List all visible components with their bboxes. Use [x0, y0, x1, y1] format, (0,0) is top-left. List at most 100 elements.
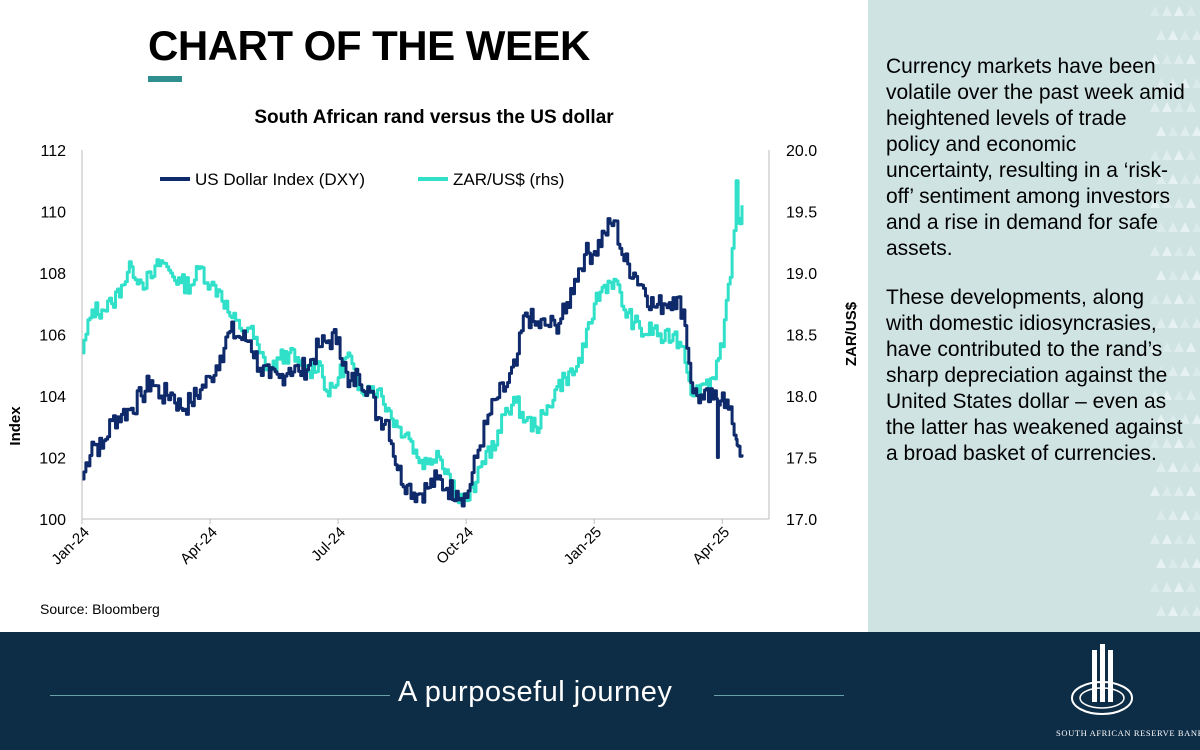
pattern-triangle	[1156, 30, 1166, 40]
tagline-rule-left	[50, 695, 390, 696]
pattern-triangle	[1150, 438, 1160, 448]
pattern-triangle	[1162, 582, 1172, 592]
pattern-triangle	[1174, 486, 1184, 496]
pattern-triangle	[1192, 78, 1200, 88]
pattern-triangle	[1150, 54, 1160, 64]
title-underline	[148, 76, 182, 82]
tagline: A purposeful journey	[398, 676, 673, 708]
pattern-triangle	[1156, 174, 1166, 184]
pattern-triangle	[1186, 342, 1196, 352]
pattern-triangle	[1162, 6, 1172, 16]
pattern-triangle	[1162, 438, 1172, 448]
pattern-triangle	[1150, 102, 1160, 112]
pattern-triangle	[1186, 6, 1196, 16]
y-tick-label-left: 112	[40, 143, 66, 160]
pattern-triangle	[1174, 390, 1184, 400]
pattern-triangle	[1150, 534, 1160, 544]
pattern-triangle	[1192, 558, 1200, 568]
pattern-triangle	[1150, 390, 1160, 400]
y-tick-label-right: 17.5	[786, 451, 817, 468]
y-tick-label-right: 18.0	[786, 389, 817, 406]
pattern-triangle	[1186, 534, 1196, 544]
y-tick-label-left: 100	[39, 512, 66, 529]
pattern-triangle	[1156, 270, 1166, 280]
pattern-triangle	[1156, 510, 1166, 520]
x-tick-label: Apr-24	[177, 524, 221, 568]
pattern-triangle	[1162, 294, 1172, 304]
commentary-panel: Currency markets have been volatile over…	[868, 0, 1200, 632]
pattern-triangle	[1174, 582, 1184, 592]
commentary-paragraph: These developments, along with domestic …	[886, 286, 1183, 465]
pattern-triangle	[1150, 150, 1160, 160]
y-tick-label-right: 19.5	[786, 205, 817, 222]
pattern-triangle	[1162, 534, 1172, 544]
commentary-text: Currency markets have been volatile over…	[886, 54, 1186, 490]
pattern-triangle	[1168, 414, 1178, 424]
reserve-bank-logo-icon	[1071, 644, 1133, 715]
y-tick-label-left: 102	[39, 451, 66, 468]
pattern-triangle	[1168, 270, 1178, 280]
pattern-triangle	[1192, 126, 1200, 136]
pattern-triangle	[1162, 54, 1172, 64]
y-tick-label-left: 110	[40, 205, 66, 222]
pattern-decoration	[1150, 6, 1200, 616]
pattern-triangle	[1180, 30, 1190, 40]
pattern-triangle	[1192, 366, 1200, 376]
pattern-triangle	[1186, 390, 1196, 400]
page-title: CHART OF THE WEEK	[148, 22, 590, 69]
legend: US Dollar Index (DXY) ZAR/US$ (rhs)	[160, 170, 564, 189]
pattern-triangle	[1150, 6, 1160, 16]
pattern-triangle	[1180, 558, 1190, 568]
pattern-triangle	[1168, 558, 1178, 568]
pattern-triangle	[1162, 150, 1172, 160]
y-tick-label-right: 19.0	[786, 266, 817, 283]
pattern-triangle	[1186, 486, 1196, 496]
pattern-triangle	[1192, 222, 1200, 232]
pattern-triangle	[1180, 318, 1190, 328]
pattern-triangle	[1162, 486, 1172, 496]
pattern-triangle	[1150, 294, 1160, 304]
pattern-triangle	[1186, 438, 1196, 448]
pattern-triangle	[1192, 30, 1200, 40]
pattern-triangle	[1156, 414, 1166, 424]
line-chart: South African rand versus the US dollar …	[7, 107, 860, 617]
y-tick-label-right: 18.5	[786, 328, 817, 345]
pattern-triangle	[1162, 390, 1172, 400]
pattern-triangle	[1168, 462, 1178, 472]
y-axis-label-right: ZAR/US$	[843, 301, 860, 366]
bank-name: SOUTH AFRICAN RESERVE BANK	[1056, 728, 1200, 738]
pattern-triangle	[1180, 78, 1190, 88]
pattern-triangle	[1162, 246, 1172, 256]
pattern-triangle	[1174, 6, 1184, 16]
pattern-triangle	[1168, 222, 1178, 232]
pattern-triangle	[1174, 150, 1184, 160]
legend-label-zar: ZAR/US$ (rhs)	[453, 170, 564, 189]
pattern-triangle	[1156, 558, 1166, 568]
pattern-triangle	[1174, 246, 1184, 256]
pattern-triangle	[1174, 342, 1184, 352]
chart-title: South African rand versus the US dollar	[254, 107, 614, 128]
y-tick-label-left: 108	[39, 266, 66, 283]
pattern-triangle	[1186, 246, 1196, 256]
tagline-rule-right	[714, 695, 844, 696]
y-axis-label-left: Index	[7, 406, 24, 446]
commentary-paragraph: Currency markets have been volatile over…	[886, 55, 1185, 260]
pattern-triangle	[1150, 342, 1160, 352]
pattern-triangle	[1156, 78, 1166, 88]
y-tick-label-left: 106	[39, 328, 66, 345]
pattern-triangle	[1156, 366, 1166, 376]
pattern-triangle	[1156, 318, 1166, 328]
pattern-triangle	[1162, 342, 1172, 352]
pattern-triangle	[1168, 366, 1178, 376]
footer-banner: A purposeful journey SOUTH AFRICAN RESER…	[0, 632, 1200, 750]
chart-source: Source: Bloomberg	[40, 601, 160, 617]
pattern-triangle	[1180, 510, 1190, 520]
pattern-triangle	[1192, 510, 1200, 520]
pattern-triangle	[1180, 414, 1190, 424]
pattern-triangle	[1168, 606, 1178, 616]
pattern-triangle	[1186, 150, 1196, 160]
pattern-triangle	[1168, 30, 1178, 40]
x-tick-label: Oct-24	[433, 524, 477, 568]
pattern-triangle	[1186, 294, 1196, 304]
pattern-triangle	[1192, 414, 1200, 424]
